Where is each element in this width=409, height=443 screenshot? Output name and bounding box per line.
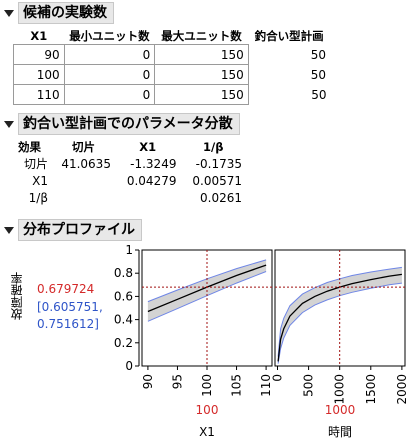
variance-value: 0.0261 [200,190,242,205]
x-tick-label: 105 [230,374,244,397]
profiler-section-title: 分布プロファイル [18,219,142,241]
balanced-cell: 50 [311,87,327,102]
y-tick-label: 0.2 [114,336,133,350]
variance-section-title: 釣合い型計画でのパラメータ分散 [18,113,240,135]
confidence-band [278,267,402,364]
confidence-interval-upper: 0.751612] [37,317,99,331]
current-x-value[interactable]: 1000 [325,403,356,417]
x-tick-label: 100 [200,374,214,397]
variance-table: 効果 切片 X1 1/β 切片 41.0635 -1.3249 -0.1735 … [14,138,246,206]
variance-value: 41.0635 [61,156,111,171]
balanced-cell: 50 [310,67,326,82]
table-row: 1/β 0.0261 [14,189,246,206]
x-tick-label: 1500 [364,374,378,405]
x-axis-label: 時間 [328,425,352,439]
effect-label: 1/β [28,190,48,205]
prediction-curve [277,273,402,362]
design-section-title: 候補の実験数 [18,2,114,24]
effect-label: X1 [32,173,48,188]
confidence-interval-lower: [0.605751, [37,300,103,314]
col-header-x1: X1 [30,29,48,43]
profiler-section-header[interactable]: 分布プロファイル [0,219,409,241]
variance-value: 0.00571 [192,173,242,188]
table-row: 切片 41.0635 -1.3249 -0.1735 [14,155,246,172]
col-header-effect: 効果 [18,139,41,154]
max-units-cell[interactable]: 150 [154,84,249,105]
x-tick-label: 90 [141,374,155,389]
y-tick-label: 0.4 [114,313,133,327]
variance-value: -1.3249 [130,156,177,171]
upper-confidence-line [277,266,402,357]
y-tick-label: 1 [125,243,133,257]
y-tick-label: 0.8 [114,266,133,280]
lower-confidence-line [277,282,402,364]
col-header-beta: 1/β [203,139,224,154]
variance-value: -0.1735 [195,156,242,171]
y-tick-label: 0 [125,359,133,373]
design-table: X1 最小ユニット数 最大ユニット数 釣合い型計画 90 0 150 50 10… [13,28,331,105]
effect-label: 切片 [23,157,48,171]
col-header-balanced: 釣合い型計画 [254,29,324,44]
table-row: X1 0.04279 0.00571 [14,172,246,189]
disclosure-triangle-icon[interactable] [4,120,14,128]
col-header-min: 最小ユニット数 [69,29,150,43]
col-header-x1: X1 [139,139,157,154]
col-header-max: 最大ユニット数 [161,29,242,43]
x-tick-label: 95 [170,374,184,389]
x-tick-label: 1000 [333,374,347,405]
table-row: 100 0 150 50 [13,64,331,85]
disclosure-triangle-icon[interactable] [4,9,14,17]
disclosure-triangle-icon[interactable] [4,226,14,234]
design-section-header[interactable]: 候補の実験数 [0,2,409,24]
x-tick-label: 2000 [395,374,409,405]
balanced-cell: 50 [310,47,326,62]
x-tick-label: 110 [259,374,273,397]
prediction-value[interactable]: 0.679724 [37,282,95,296]
col-header-intercept: 切片 [71,139,95,154]
x-tick-label: 500 [302,374,316,397]
x-axis-label: X1 [199,425,215,439]
y-tick-label: 0.6 [114,289,133,303]
x-tick-label: 0 [270,374,284,382]
table-row: 110 0 150 50 [13,84,331,105]
current-x-value[interactable]: 100 [196,403,219,417]
variance-value: 0.04279 [126,173,177,188]
variance-section-header[interactable]: 釣合い型計画でのパラメータ分散 [0,113,409,135]
